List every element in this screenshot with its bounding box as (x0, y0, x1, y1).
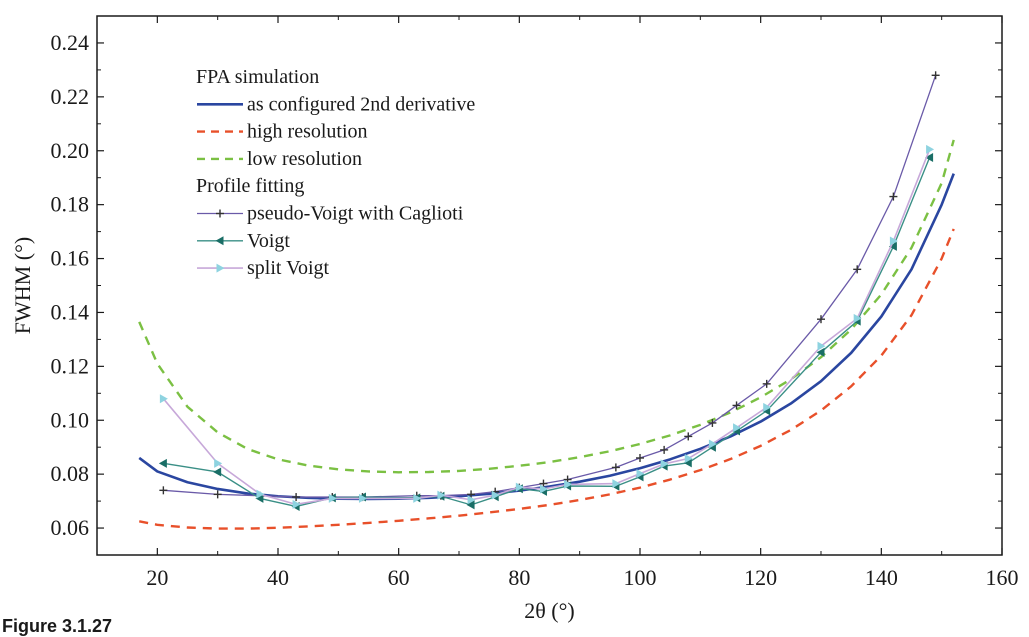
data-point-pseudo-voigt-with-caglioti (889, 192, 898, 201)
data-point-split-voigt (539, 484, 548, 494)
x-tick-label: 60 (388, 565, 410, 590)
y-tick-label: 0.16 (51, 246, 90, 271)
data-point-voigt (255, 493, 264, 503)
legend-label-low-resolution: low resolution (247, 148, 362, 170)
y-tick-label: 0.24 (51, 30, 90, 55)
data-point-voigt (466, 500, 475, 510)
y-tick-label: 0.20 (51, 138, 90, 163)
data-point-pseudo-voigt-with-caglioti (684, 432, 693, 441)
data-point-pseudo-voigt-with-caglioti (292, 493, 301, 502)
y-tick-label: 0.18 (51, 192, 90, 217)
data-point-split-voigt (853, 313, 862, 323)
data-point-voigt (816, 347, 825, 357)
series-line-split-voigt (162, 149, 931, 506)
data-point-split-voigt (159, 394, 168, 404)
data-point-split-voigt (636, 469, 645, 479)
data-point-split-voigt (684, 454, 693, 464)
data-point-split-voigt (413, 493, 422, 503)
data-point-pseudo-voigt-with-caglioti (159, 486, 168, 495)
data-point-split-voigt (564, 479, 573, 489)
x-tick-label: 140 (865, 565, 898, 590)
x-tick-label: 120 (744, 565, 777, 590)
data-point-split-voigt (292, 499, 301, 509)
legend-label-high-resolution: high resolution (247, 121, 368, 143)
data-point-voigt (925, 152, 934, 162)
legend: FPA simulation as configured 2nd derivati… (196, 66, 475, 279)
data-point-split-voigt (358, 493, 367, 503)
data-point-voigt (888, 241, 897, 251)
series-line-high-resolution (139, 228, 955, 530)
series-line-pseudo-voigt-with-caglioti (163, 75, 937, 498)
data-point-voigt (213, 467, 222, 477)
data-point-pseudo-voigt-with-caglioti (213, 490, 222, 499)
series-line-low-resolution (138, 139, 955, 474)
series-low-resolution (138, 139, 955, 474)
data-point-split-voigt (612, 479, 621, 489)
y-tick-label: 0.06 (51, 515, 90, 540)
data-point-split-voigt (889, 236, 898, 246)
y-tick-label: 0.10 (51, 407, 90, 432)
legend-marker-split-voigt (216, 263, 225, 273)
data-point-split-voigt (256, 489, 265, 499)
data-point-pseudo-voigt-with-caglioti (611, 463, 620, 472)
x-tick-label: 160 (986, 565, 1019, 590)
series-layer (138, 71, 955, 530)
data-point-pseudo-voigt-with-caglioti (708, 418, 717, 427)
data-point-split-voigt (733, 423, 742, 433)
legend-marker-voigt (215, 236, 224, 246)
data-point-pseudo-voigt-with-caglioti (732, 401, 741, 410)
data-point-pseudo-voigt-with-caglioti (817, 315, 825, 324)
data-point-split-voigt (763, 402, 772, 412)
data-point-split-voigt (437, 490, 446, 500)
y-tick-label: 0.12 (51, 353, 90, 378)
data-point-split-voigt (708, 439, 717, 449)
legend-label-as-configured-2nd-derivative: as configured 2nd derivative (247, 93, 475, 115)
data-point-pseudo-voigt-with-caglioti (853, 265, 862, 274)
legend-group-header: Profile fitting (196, 175, 304, 197)
data-point-split-voigt (491, 490, 500, 500)
series-split-voigt (159, 144, 935, 509)
data-point-split-voigt (467, 495, 476, 505)
legend-label-split-voigt: split Voigt (247, 257, 330, 279)
legend-group-header: FPA simulation (196, 66, 319, 88)
data-point-split-voigt (817, 341, 826, 351)
y-axis-title: FWHM (°) (10, 237, 35, 334)
data-point-split-voigt (515, 482, 524, 492)
ticks-layer: 20 40 60 80 100 120 140 160 0.06 0.08 0.10 0.12 0.14… (51, 15, 1019, 590)
x-tick-label: 80 (508, 565, 530, 590)
series-as-configured-2nd-derivative (138, 173, 955, 501)
data-point-voigt (158, 458, 167, 468)
data-point-pseudo-voigt-with-caglioti (931, 71, 940, 80)
legend-label-voigt: Voigt (247, 230, 290, 252)
data-point-split-voigt (926, 144, 935, 154)
data-point-split-voigt (328, 493, 337, 503)
y-tick-label: 0.14 (51, 299, 90, 324)
series-high-resolution (139, 228, 955, 530)
x-tick-label: 100 (624, 565, 657, 590)
data-point-voigt (683, 458, 692, 468)
data-point-pseudo-voigt-with-caglioti (539, 479, 548, 488)
x-tick-label: 20 (146, 565, 168, 590)
series-line-as-configured-2nd-derivative (138, 173, 955, 501)
data-point-pseudo-voigt-with-caglioti (660, 445, 669, 454)
legend-marker-pseudo-voigt-with-caglioti (216, 209, 224, 218)
x-axis-title: 2θ (°) (524, 598, 575, 623)
figure-caption: Figure 3.1.27 (2, 616, 113, 636)
data-point-split-voigt (660, 459, 669, 469)
y-tick-label: 0.22 (51, 84, 90, 109)
legend-label-pseudo-voigt-with-caglioti: pseudo-Voigt with Caglioti (247, 203, 464, 225)
data-point-split-voigt (214, 458, 223, 468)
y-tick-label: 0.08 (51, 461, 90, 486)
data-point-pseudo-voigt-with-caglioti (467, 490, 476, 499)
data-point-pseudo-voigt-with-caglioti (636, 453, 644, 462)
x-tick-label: 40 (267, 565, 289, 590)
data-point-pseudo-voigt-with-caglioti (762, 379, 771, 388)
